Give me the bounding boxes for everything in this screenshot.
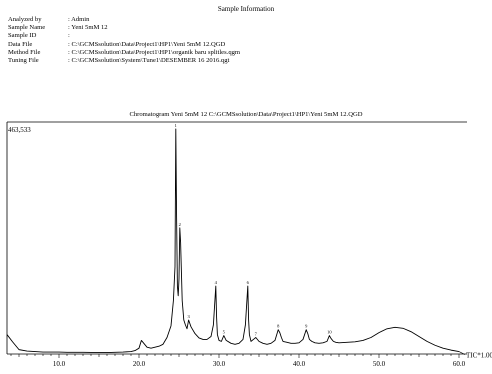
peak-label: 10 bbox=[327, 330, 332, 335]
peak-label: 8 bbox=[277, 324, 280, 329]
x-tick-label: 30.0 bbox=[213, 360, 226, 368]
series-label: TIC*1.00 bbox=[466, 352, 492, 360]
analyzed-by-label: Analyzed by bbox=[8, 16, 42, 23]
x-tick-label: 40.0 bbox=[293, 360, 306, 368]
sample-name-label: Sample Name bbox=[8, 24, 46, 32]
series-label-leader bbox=[458, 351, 466, 355]
peak-label: 3 bbox=[187, 314, 190, 319]
sample-info-row: Tuning File : C:\GCMSsolution\System\Tun… bbox=[8, 57, 240, 65]
peak-label: 1 bbox=[175, 123, 177, 128]
sample-id-label: Sample ID bbox=[8, 32, 37, 40]
sample-info-row: Data File : C:\GCMSsolution\Data\Project… bbox=[8, 41, 240, 49]
peak-label: 5 bbox=[223, 330, 226, 335]
x-tick-label: 60.0 bbox=[453, 360, 466, 368]
tuning-file-value: : C:\GCMSsolution\System\Tune1\DESEMBER … bbox=[68, 57, 230, 65]
chart-title: Chromatogram Yeni 5mM 12 C:\GCMSsolution… bbox=[129, 111, 363, 118]
peak-label: 9 bbox=[305, 324, 308, 329]
tic-series-line bbox=[6, 128, 460, 353]
sample-info-row: Method File : C:\GCMSsolution\Data\Proje… bbox=[8, 49, 240, 57]
sample-id-value: : bbox=[68, 32, 70, 40]
method-file-value: : C:\GCMSsolution\Data\Project1\HP1\orga… bbox=[68, 48, 241, 56]
x-tick-label: 50.0 bbox=[373, 360, 386, 368]
method-file-label: Method File bbox=[8, 48, 41, 56]
sample-info-row: Sample Name : Yeni 5mM 12 bbox=[8, 24, 240, 32]
peak-label: 4 bbox=[215, 280, 218, 285]
analyzed-by-value: : Admin bbox=[68, 16, 90, 23]
sample-info-row: Sample ID : bbox=[8, 32, 240, 40]
sample-info-block: Analyzed by : Admin Sample Name : Yeni 5… bbox=[8, 16, 240, 65]
data-file-value: : C:\GCMSsolution\Data\Project1\HP1\Yeni… bbox=[68, 40, 226, 48]
sample-name-value: : Yeni 5mM 12 bbox=[68, 24, 108, 32]
report-title: Sample Information bbox=[217, 5, 275, 13]
x-tick-label: 10.0 bbox=[53, 360, 66, 368]
peak-label: 6 bbox=[247, 280, 250, 285]
peak-label: 7 bbox=[255, 331, 258, 336]
tuning-file-label: Tuning File bbox=[8, 57, 39, 65]
sample-info-row: Analyzed by : Admin bbox=[8, 16, 240, 24]
y-max-label: 463,533 bbox=[8, 126, 31, 134]
data-file-label: Data File bbox=[8, 40, 33, 48]
x-tick-label: 20.0 bbox=[133, 360, 146, 368]
peak-label: 2 bbox=[179, 222, 181, 227]
